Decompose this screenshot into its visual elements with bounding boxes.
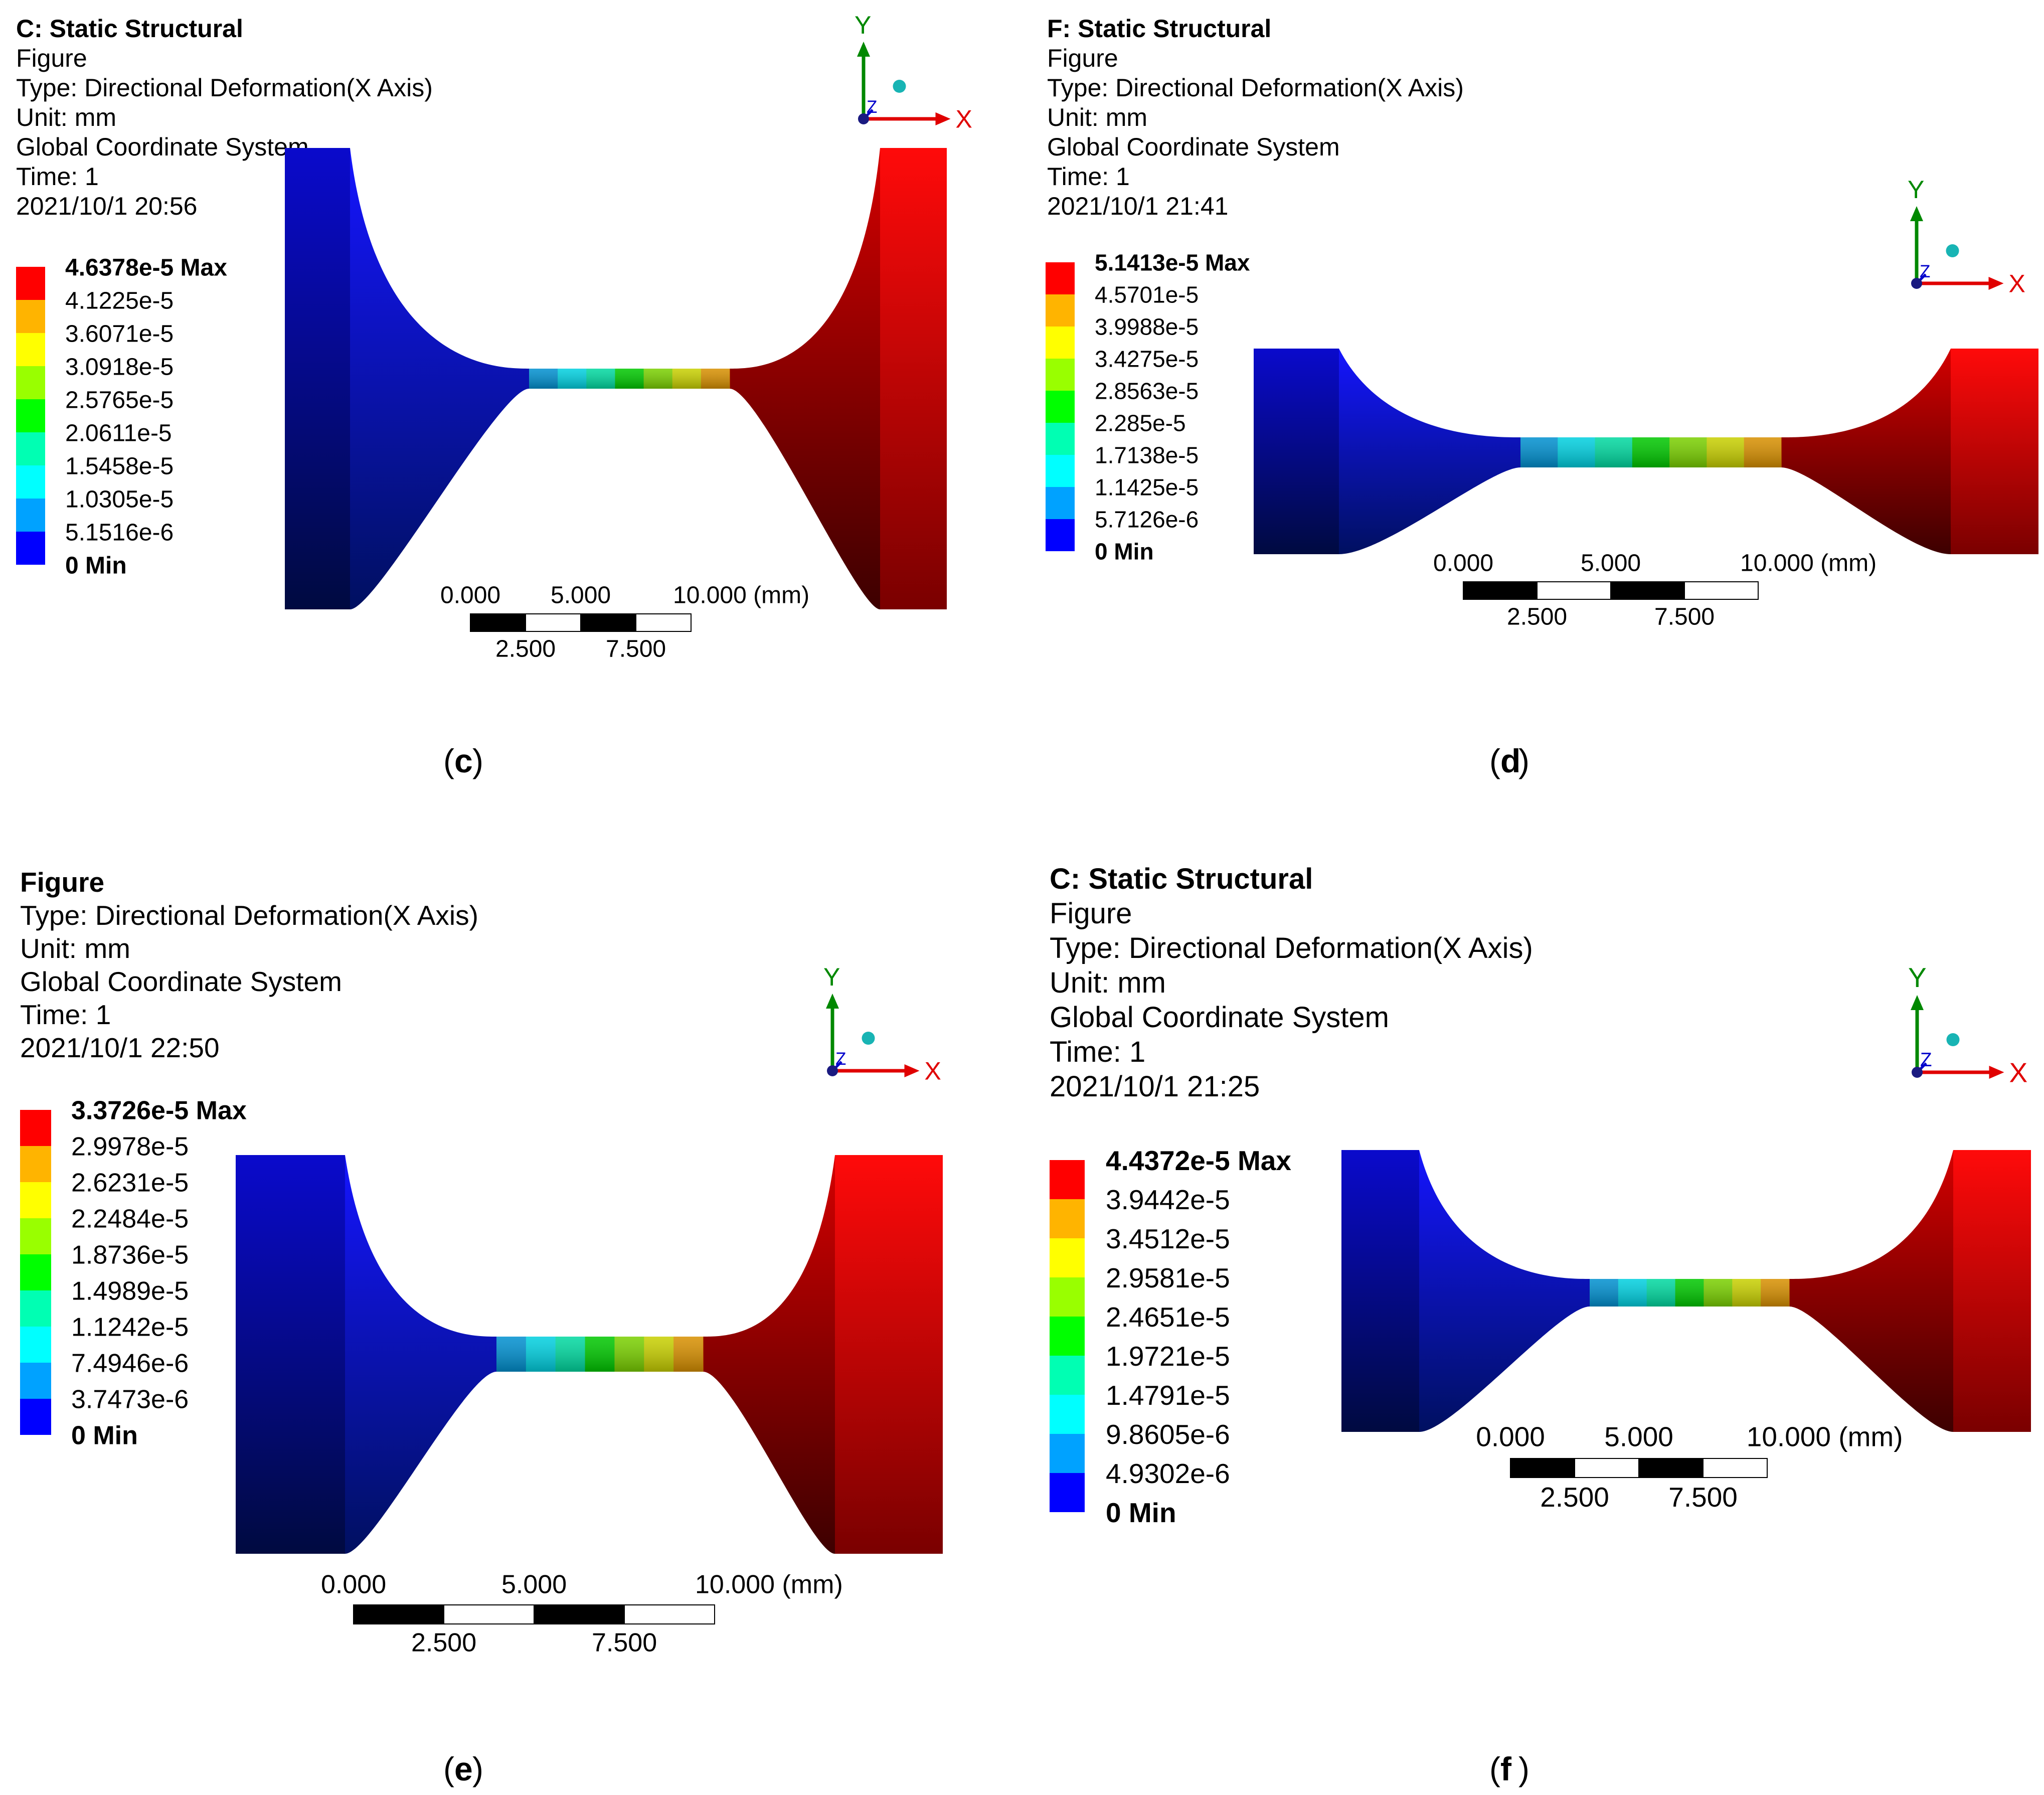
- header-line: Type: Directional Deformation(X Axis): [20, 900, 478, 931]
- panel-header: F: Static Structural Figure Type: Direct…: [1047, 14, 1464, 221]
- header-line: Global Coordinate System: [20, 966, 342, 997]
- panel-f: C: Static Structural Figure Type: Direct…: [1022, 853, 2044, 1795]
- panel-header: C: Static Structural Figure Type: Direct…: [1050, 862, 1533, 1104]
- header-line: Type: Directional Deformation(X Axis): [1050, 932, 1533, 964]
- header-line: Unit: mm: [1050, 966, 1166, 999]
- header-line: C: Static Structural: [16, 15, 243, 43]
- header-line: F: Static Structural: [1047, 15, 1272, 43]
- header-line: Global Coordinate System: [1047, 133, 1340, 161]
- header-line: Figure: [1050, 897, 1132, 930]
- header-line: Unit: mm: [1047, 103, 1147, 131]
- header-line: 2021/10/1 20:56: [16, 192, 198, 220]
- header-line: Time: 1: [20, 999, 111, 1030]
- header-line: Global Coordinate System: [1050, 1001, 1389, 1034]
- header-line: 2021/10/1 21:25: [1050, 1070, 1260, 1103]
- header-line: Time: 1: [1047, 162, 1130, 191]
- header-line: Unit: mm: [20, 933, 130, 964]
- header-line: Figure: [16, 44, 87, 72]
- header-line: Global Coordinate System: [16, 133, 309, 161]
- header-line: Figure: [20, 867, 105, 898]
- header-line: Figure: [1047, 44, 1118, 72]
- panel-header: Figure Type: Directional Deformation(X A…: [20, 866, 478, 1064]
- panel-header: C: Static Structural Figure Type: Direct…: [16, 14, 433, 221]
- header-line: Type: Directional Deformation(X Axis): [16, 74, 433, 102]
- panel-e: Figure Type: Directional Deformation(X A…: [0, 853, 1022, 1795]
- header-line: Time: 1: [1050, 1036, 1146, 1068]
- header-line: Unit: mm: [16, 103, 116, 131]
- header-line: Time: 1: [16, 162, 99, 191]
- header-line: 2021/10/1 22:50: [20, 1032, 220, 1063]
- panel-d: F: Static Structural Figure Type: Direct…: [1022, 0, 2044, 853]
- panel-c: C: Static Structural Figure Type: Direct…: [0, 0, 1022, 853]
- header-line: 2021/10/1 21:41: [1047, 192, 1229, 220]
- header-line: Type: Directional Deformation(X Axis): [1047, 74, 1464, 102]
- header-line: C: Static Structural: [1050, 863, 1313, 895]
